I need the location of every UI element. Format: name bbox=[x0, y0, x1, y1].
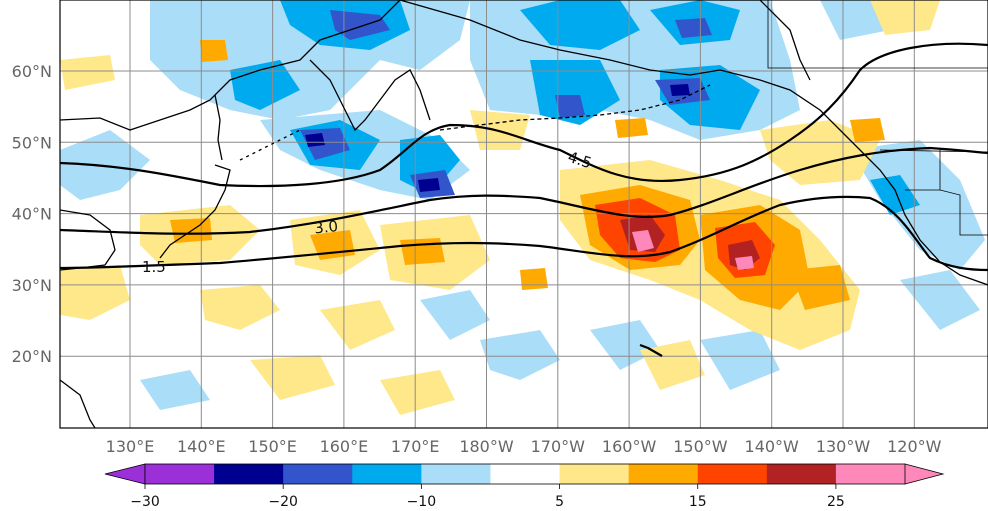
graticule bbox=[60, 0, 988, 428]
longitude-label: 130°W bbox=[816, 437, 871, 456]
positive-core-patches bbox=[632, 230, 754, 270]
colorbar-segment bbox=[835, 464, 906, 484]
alaska-canada-border bbox=[767, 0, 988, 69]
latitude-label: 30°N bbox=[12, 276, 52, 295]
colorbar-segment bbox=[559, 464, 630, 484]
sakhalin-coast bbox=[214, 94, 223, 161]
contour-lines bbox=[60, 42, 988, 272]
kamchatka-coast bbox=[309, 59, 431, 132]
longitude-label: 130°E bbox=[106, 437, 155, 456]
latitude-axis: 60°N 50°N 40°N 30°N 20°N bbox=[12, 62, 52, 366]
colorbar-segment bbox=[352, 464, 422, 484]
aleutian-islands bbox=[439, 84, 711, 131]
colorbar-segment bbox=[214, 464, 284, 484]
colorbar-tick-label: −30 bbox=[130, 494, 160, 510]
longitude-axis: 130°E 140°E 150°E 160°E 170°E 180°W 170°W 160°W… bbox=[106, 437, 942, 456]
colorbar-extend-high bbox=[904, 463, 945, 485]
longitude-label: 160°W bbox=[602, 437, 657, 456]
longitude-label: 160°E bbox=[320, 437, 369, 456]
us-state-borders bbox=[939, 150, 988, 236]
map-border bbox=[59, 0, 988, 429]
colorbar-segment bbox=[145, 464, 215, 484]
negative-core-patches bbox=[305, 84, 690, 192]
japan-coast bbox=[159, 164, 231, 259]
colorbar-segment bbox=[766, 464, 837, 484]
contour-4-5 bbox=[60, 42, 988, 188]
asia-coast bbox=[60, 0, 401, 131]
longitude-label: 170°E bbox=[391, 437, 440, 456]
longitude-label: 150°W bbox=[673, 437, 728, 456]
colorbar-extend-low bbox=[104, 463, 146, 485]
colorbar: −30 −20 −10 5 15 25 bbox=[104, 463, 945, 510]
colorbar-tick-label: −10 bbox=[407, 494, 437, 510]
latitude-label: 60°N bbox=[12, 62, 52, 81]
latitude-label: 20°N bbox=[12, 347, 52, 366]
longitude-label: 180°W bbox=[459, 437, 514, 456]
north-america-coast bbox=[399, 0, 988, 286]
longitude-label: 140°W bbox=[745, 437, 800, 456]
colorbar-segment bbox=[421, 464, 491, 484]
colorbar-segment bbox=[628, 464, 699, 484]
alaska-yukon-coast bbox=[720, 0, 811, 81]
anomaly-fill-layer bbox=[60, 0, 985, 415]
colorbar-tick-label: 5 bbox=[555, 494, 564, 510]
colorbar-tick-label: 25 bbox=[827, 494, 845, 510]
colorbar-segment bbox=[697, 464, 768, 484]
latitude-label: 40°N bbox=[12, 205, 52, 224]
coastlines bbox=[60, 0, 988, 428]
contour-label-3-0: 3.0 bbox=[313, 217, 339, 237]
longitude-label: 150°E bbox=[248, 437, 297, 456]
colorbar-segment bbox=[490, 464, 561, 484]
contour-3-0 bbox=[60, 146, 988, 235]
longitude-label: 120°W bbox=[887, 437, 942, 456]
colorbar-tick-label: 15 bbox=[689, 494, 707, 510]
colorbar-tick-label: −20 bbox=[268, 494, 298, 510]
colorbar-outline bbox=[144, 463, 906, 485]
contour-1-5 bbox=[60, 195, 988, 272]
east-china-coast bbox=[60, 379, 96, 428]
colorbar-segment bbox=[283, 464, 353, 484]
contour-label-1-5: 1.5 bbox=[142, 258, 166, 276]
longitude-label: 170°W bbox=[531, 437, 586, 456]
longitude-label: 140°E bbox=[177, 437, 226, 456]
latitude-label: 50°N bbox=[12, 133, 52, 152]
hawaii-islands bbox=[639, 343, 663, 357]
